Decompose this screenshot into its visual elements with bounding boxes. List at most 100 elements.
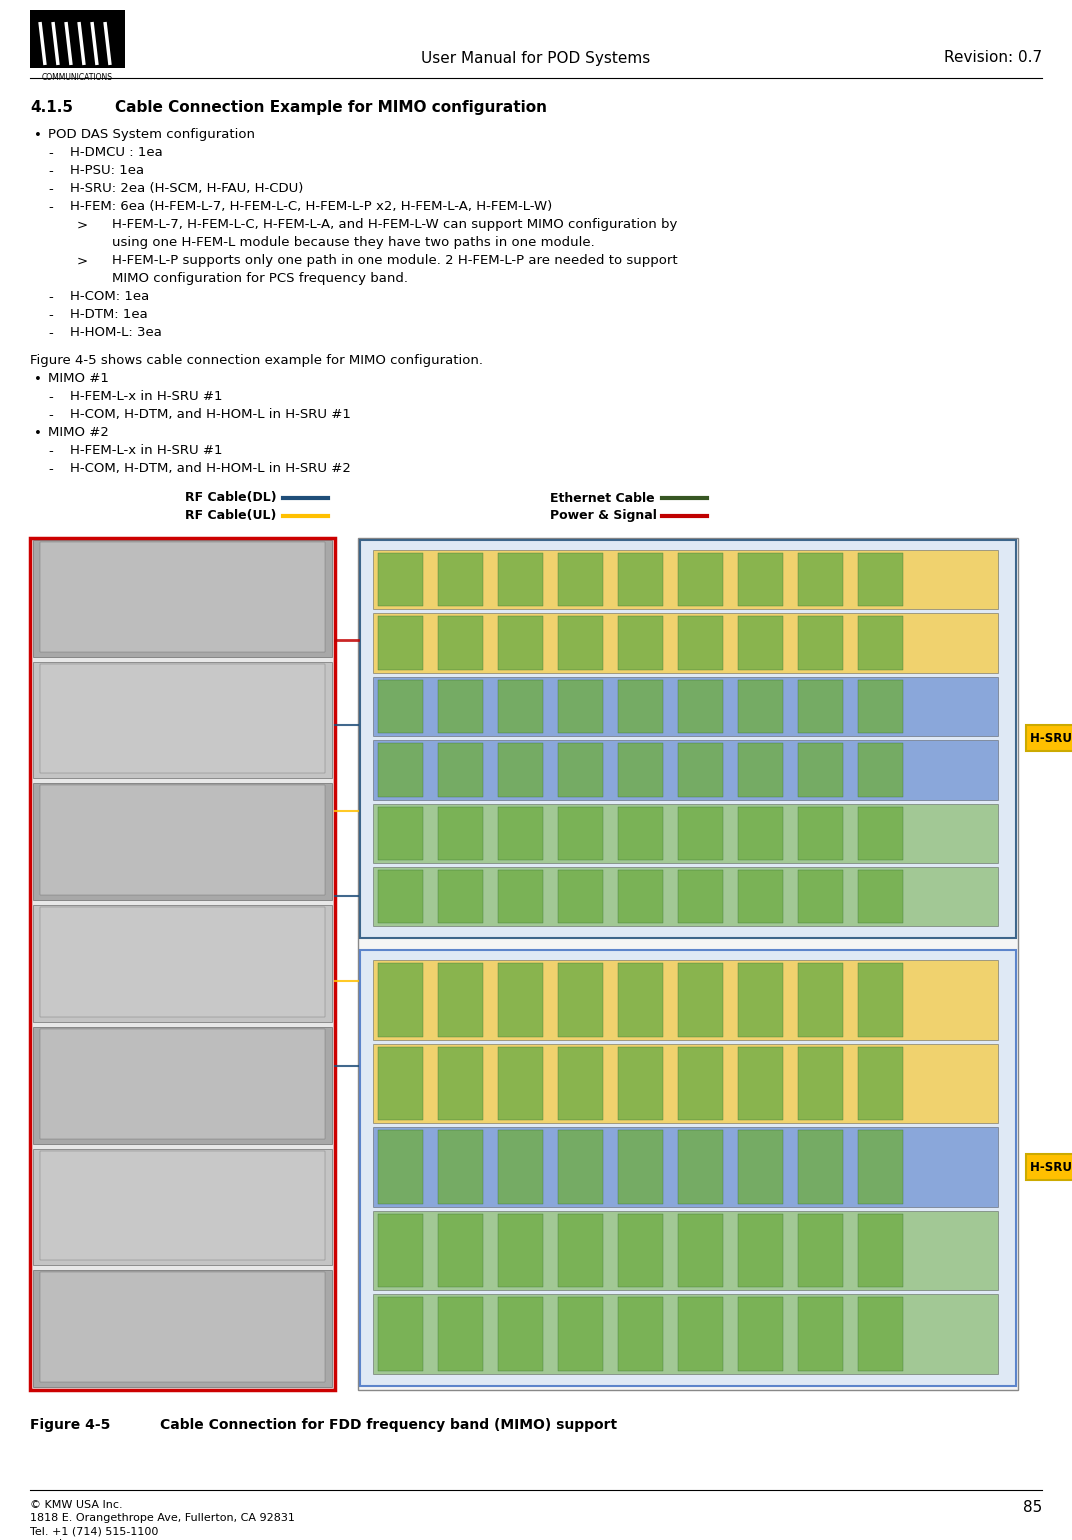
- Bar: [438, 679, 483, 733]
- Text: •: •: [34, 427, 42, 440]
- Bar: [360, 541, 1016, 938]
- Text: H-DTM: 1ea: H-DTM: 1ea: [70, 308, 148, 320]
- Text: >: >: [77, 219, 88, 233]
- Bar: [40, 785, 325, 895]
- Bar: [798, 1130, 843, 1204]
- Bar: [858, 807, 903, 859]
- Text: Cable Connection for FDD frequency band (MIMO) support: Cable Connection for FDD frequency band …: [160, 1418, 617, 1432]
- Bar: [438, 870, 483, 924]
- Bar: [30, 9, 125, 68]
- Bar: [858, 964, 903, 1036]
- Bar: [738, 616, 783, 670]
- Bar: [559, 1130, 602, 1204]
- Bar: [498, 1214, 544, 1287]
- Bar: [438, 1130, 483, 1204]
- Bar: [373, 676, 998, 736]
- Bar: [498, 964, 544, 1036]
- Bar: [678, 553, 723, 607]
- Bar: [40, 907, 325, 1016]
- Bar: [378, 744, 423, 796]
- Bar: [373, 613, 998, 673]
- Bar: [33, 1149, 332, 1266]
- Bar: [30, 537, 334, 1391]
- Bar: [858, 1047, 903, 1121]
- Bar: [40, 1029, 325, 1138]
- Bar: [438, 807, 483, 859]
- Bar: [378, 679, 423, 733]
- Text: H-COM, H-DTM, and H-HOM-L in H-SRU #1: H-COM, H-DTM, and H-HOM-L in H-SRU #1: [70, 408, 351, 420]
- Bar: [498, 616, 544, 670]
- Bar: [738, 744, 783, 796]
- Bar: [678, 1130, 723, 1204]
- Bar: [798, 870, 843, 924]
- Text: -: -: [48, 410, 53, 422]
- Text: MIMO #2: MIMO #2: [48, 427, 109, 439]
- Bar: [858, 1214, 903, 1287]
- Text: Ethernet Cable: Ethernet Cable: [550, 491, 655, 505]
- Bar: [33, 1270, 332, 1388]
- Bar: [559, 964, 602, 1036]
- Bar: [798, 807, 843, 859]
- Text: MIMO #1: MIMO #1: [48, 373, 109, 385]
- Bar: [738, 1047, 783, 1121]
- Bar: [438, 964, 483, 1036]
- Bar: [30, 17, 125, 22]
- Bar: [858, 679, 903, 733]
- Bar: [617, 1298, 662, 1371]
- Text: POD DAS System configuration: POD DAS System configuration: [48, 128, 255, 142]
- Bar: [738, 964, 783, 1036]
- Bar: [559, 807, 602, 859]
- Bar: [438, 744, 483, 796]
- Bar: [438, 1298, 483, 1371]
- Bar: [33, 662, 332, 778]
- Text: H-PSU: 1ea: H-PSU: 1ea: [70, 163, 144, 177]
- Text: -: -: [48, 202, 53, 214]
- Bar: [30, 537, 334, 1391]
- Bar: [678, 744, 723, 796]
- Bar: [617, 964, 662, 1036]
- Bar: [498, 807, 544, 859]
- Bar: [617, 1130, 662, 1204]
- Text: Revision: 0.7: Revision: 0.7: [943, 51, 1042, 66]
- Bar: [378, 964, 423, 1036]
- Bar: [617, 1047, 662, 1121]
- Text: Figure 4-5 shows cable connection example for MIMO configuration.: Figure 4-5 shows cable connection exampl…: [30, 354, 483, 367]
- Bar: [559, 1047, 602, 1121]
- Bar: [617, 870, 662, 924]
- Bar: [738, 870, 783, 924]
- Bar: [373, 1127, 998, 1207]
- Bar: [498, 744, 544, 796]
- Bar: [1026, 1153, 1072, 1180]
- Bar: [40, 542, 325, 651]
- Bar: [498, 1298, 544, 1371]
- Text: •: •: [34, 373, 42, 387]
- Bar: [373, 550, 998, 610]
- Bar: [559, 1214, 602, 1287]
- Bar: [617, 616, 662, 670]
- Bar: [33, 906, 332, 1023]
- Text: H-SRU #1: H-SRU #1: [1030, 732, 1072, 745]
- Bar: [360, 950, 1016, 1386]
- Bar: [378, 1130, 423, 1204]
- Bar: [678, 1298, 723, 1371]
- Bar: [858, 616, 903, 670]
- Bar: [559, 616, 602, 670]
- Bar: [373, 867, 998, 927]
- Text: -: -: [48, 165, 53, 179]
- Text: RF Cable(UL): RF Cable(UL): [185, 510, 277, 522]
- Bar: [438, 1047, 483, 1121]
- Bar: [798, 553, 843, 607]
- Text: H-DMCU : 1ea: H-DMCU : 1ea: [70, 146, 163, 159]
- Bar: [617, 679, 662, 733]
- Text: Cable Connection Example for MIMO configuration: Cable Connection Example for MIMO config…: [115, 100, 547, 116]
- Bar: [617, 807, 662, 859]
- Bar: [858, 870, 903, 924]
- Bar: [738, 553, 783, 607]
- Bar: [40, 1150, 325, 1260]
- Bar: [40, 1272, 325, 1381]
- Text: H-SRU: 2ea (H-SCM, H-FAU, H-CDU): H-SRU: 2ea (H-SCM, H-FAU, H-CDU): [70, 182, 303, 196]
- Bar: [678, 1214, 723, 1287]
- Bar: [858, 553, 903, 607]
- Text: -: -: [48, 310, 53, 322]
- Text: H-HOM-L: 3ea: H-HOM-L: 3ea: [70, 326, 162, 339]
